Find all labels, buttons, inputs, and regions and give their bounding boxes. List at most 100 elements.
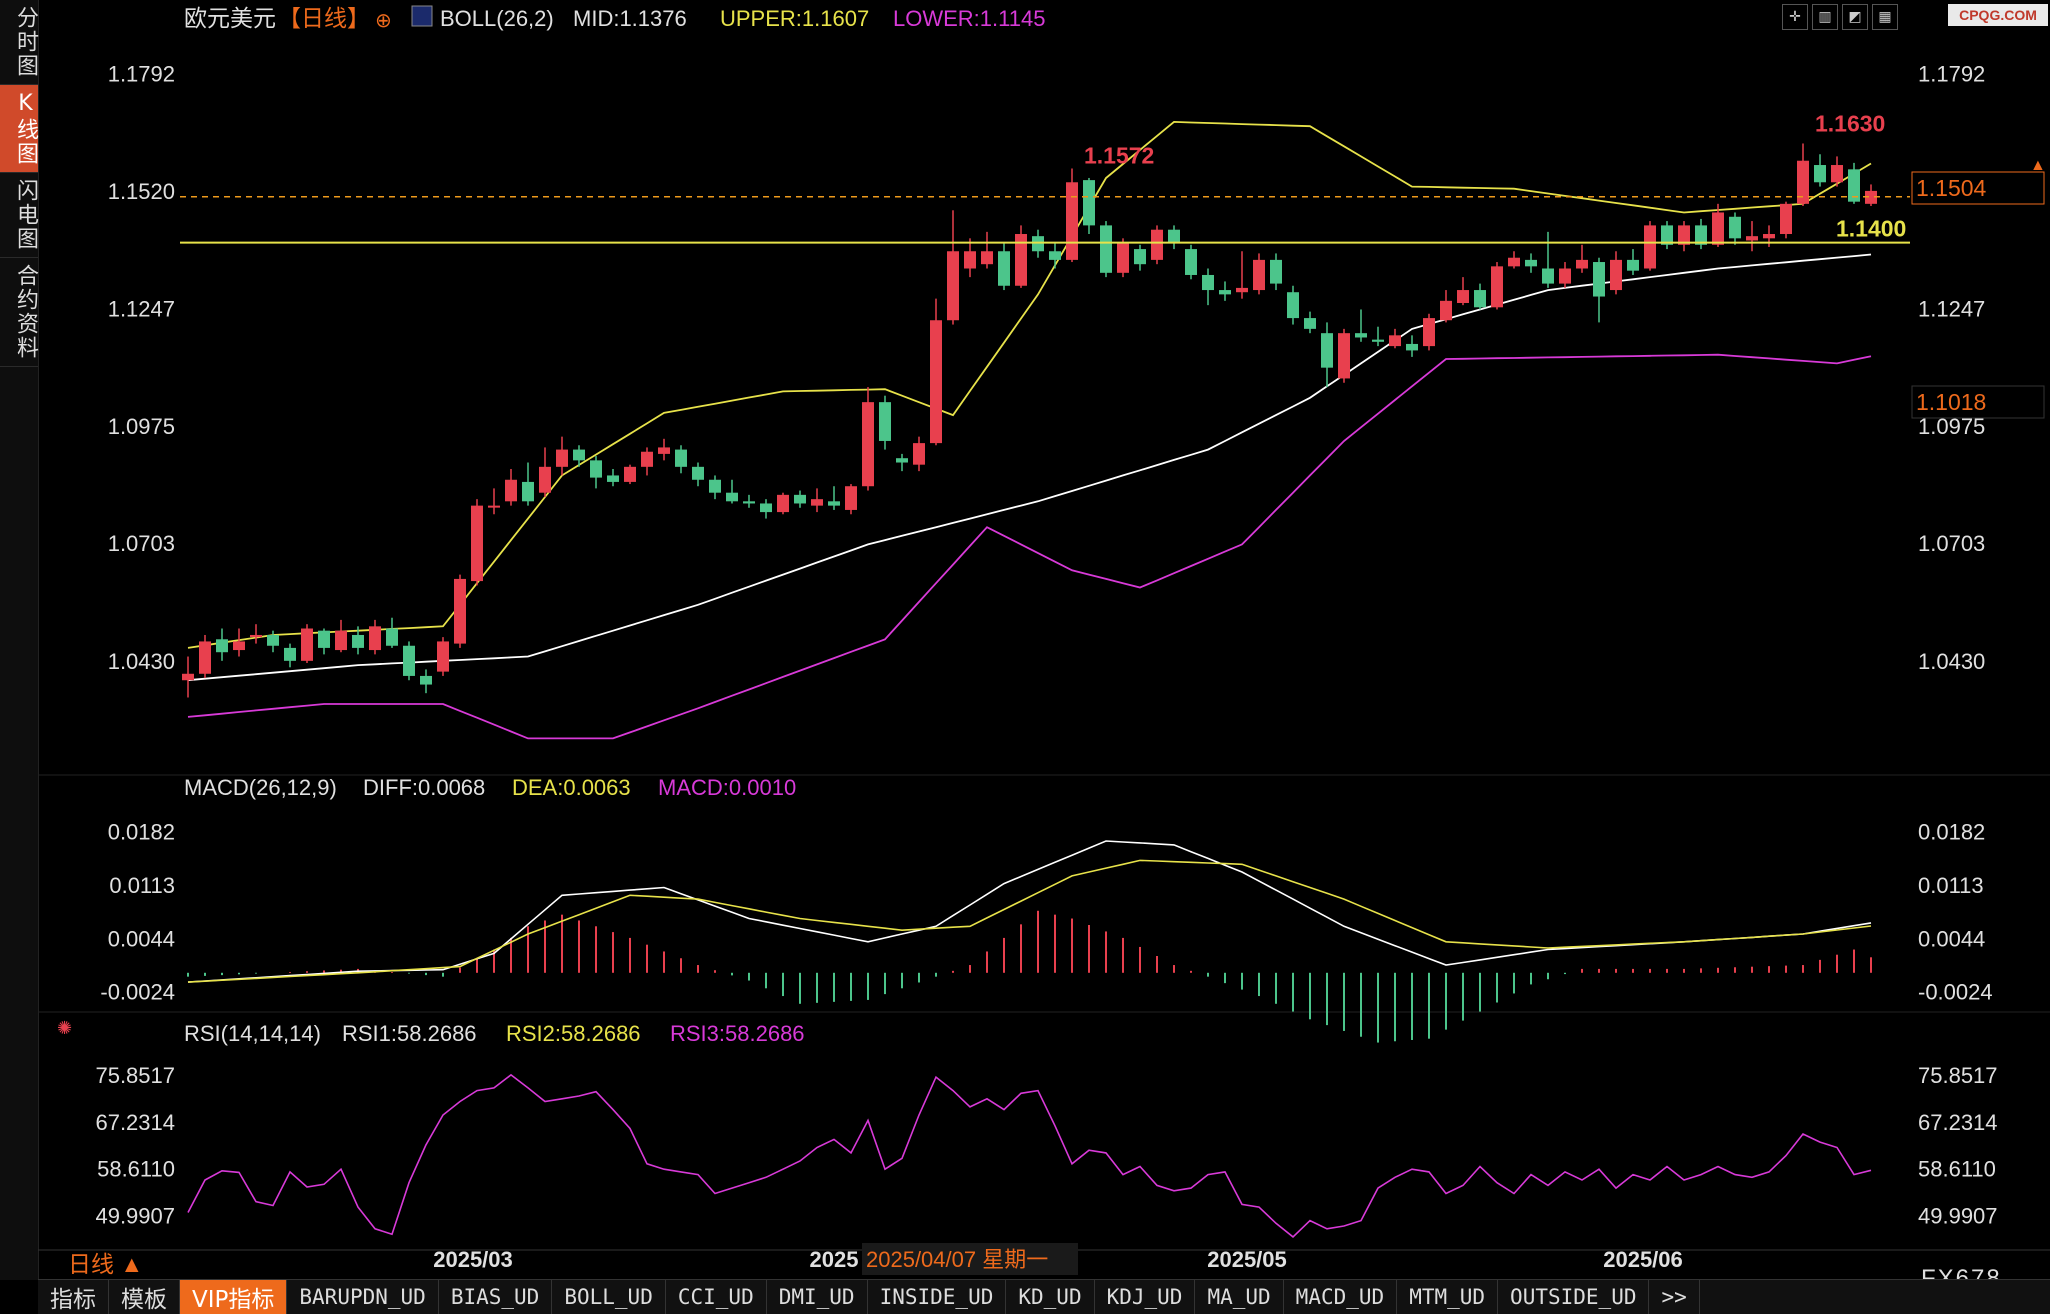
- candle-body: [1083, 180, 1095, 226]
- candle-body: [1253, 259, 1265, 291]
- chart-area[interactable]: 欧元美元 【日线】 ⊕ BOLL(26,2) MID:1.1376 UPPER:…: [0, 0, 2050, 1280]
- layout-icon[interactable]: ▦: [1872, 4, 1898, 30]
- candle-body: [1559, 268, 1571, 284]
- candle-body: [913, 443, 925, 465]
- candle-body: [1814, 165, 1826, 183]
- add-icon[interactable]: ⊕: [375, 10, 392, 32]
- left-tab-bar: 分时图 K线图 闪电图 合约资料: [0, 0, 39, 1280]
- candle-body: [1729, 216, 1741, 239]
- candle-body: [505, 479, 517, 502]
- tab-macd[interactable]: MACD_UD: [1284, 1280, 1398, 1314]
- candle-body: [1831, 165, 1843, 183]
- axis-tag-box: [1911, 385, 2045, 419]
- macd-tick-left-1: 0.0113: [109, 873, 175, 898]
- period-label: 【日线】: [278, 5, 370, 31]
- candle-body: [1355, 333, 1367, 338]
- rsi-tick-left-0: 75.8517: [95, 1063, 175, 1088]
- level-line-label: 1.1400: [1836, 216, 1906, 242]
- candle-body: [573, 449, 585, 461]
- price-tick-left-5: 1.0430: [108, 649, 175, 674]
- boll-mid-line: [187, 253, 1872, 682]
- candle-body: [1593, 262, 1605, 297]
- candle-body: [896, 458, 908, 463]
- x-label-april: 2025: [810, 1247, 859, 1272]
- candle-body: [1219, 290, 1231, 295]
- candle-body: [199, 641, 211, 674]
- boll-lower: LOWER:1.1145: [893, 6, 1045, 31]
- indicator-icon[interactable]: [411, 5, 433, 27]
- macd-tick-right-1: 0.0113: [1918, 873, 1984, 898]
- candle-icon[interactable]: ▥: [1812, 4, 1838, 30]
- crosshair-icon[interactable]: ✛: [1782, 4, 1808, 30]
- macd-tick-right-0: 0.0182: [1918, 820, 1985, 845]
- macd-tick-left-0: 0.0182: [108, 820, 175, 845]
- candle-body: [352, 634, 364, 648]
- high-marker-left: 1.1572: [1084, 142, 1154, 168]
- price-tick-left-4: 1.0703: [108, 531, 175, 556]
- x-label-may: 2025/05: [1207, 1247, 1287, 1272]
- tab-template[interactable]: 模板: [109, 1280, 180, 1314]
- candle-body: [760, 503, 772, 513]
- macd-dea: DEA:0.0063: [512, 775, 631, 800]
- tab-vip-indicator[interactable]: VIP指标: [180, 1280, 288, 1314]
- tab-bias[interactable]: BIAS_UD: [439, 1280, 553, 1314]
- candle-body: [1491, 266, 1503, 308]
- candle-body: [1508, 257, 1520, 267]
- candle-body: [1457, 290, 1469, 303]
- high-marker-right: 1.1630: [1815, 110, 1885, 136]
- tab-timeshare[interactable]: 分时图: [0, 0, 38, 85]
- tab-ma[interactable]: MA_UD: [1195, 1280, 1284, 1314]
- tab-indicator[interactable]: 指标: [38, 1280, 109, 1314]
- tab-kd[interactable]: KD_UD: [1006, 1280, 1095, 1314]
- tab-cci[interactable]: CCI_UD: [666, 1280, 767, 1314]
- draw-tool-icon[interactable]: ◩: [1842, 4, 1868, 30]
- candle-body: [1321, 333, 1333, 368]
- candle-body: [845, 486, 857, 510]
- macd-tick-right-3: -0.0024: [1918, 979, 1993, 1004]
- candle-body: [1151, 229, 1163, 260]
- candle-body: [1848, 169, 1860, 202]
- current-price-label: 1.1504: [1916, 175, 1987, 201]
- candle-body: [981, 251, 993, 265]
- candle-body: [998, 251, 1010, 286]
- candle-body: [641, 451, 653, 467]
- settings-sun-icon[interactable]: ✺: [57, 1018, 72, 1038]
- period-toggle[interactable]: 日线 ▲: [68, 1251, 143, 1277]
- candle-body: [1117, 242, 1129, 273]
- macd-diff: DIFF:0.0068: [363, 775, 485, 800]
- candle-body: [250, 634, 262, 638]
- candle-body: [1270, 259, 1282, 284]
- candle-body: [437, 641, 449, 672]
- tab-mtm[interactable]: MTM_UD: [1397, 1280, 1499, 1314]
- candle-body: [692, 466, 704, 480]
- tab-kdj[interactable]: KDJ_UD: [1095, 1280, 1196, 1314]
- current-price-box: [1911, 171, 2045, 205]
- candle-body: [1661, 225, 1673, 245]
- tab-more[interactable]: >>: [1649, 1280, 1700, 1314]
- axis-tag-label: 1.1018: [1916, 389, 1986, 415]
- candle-body: [1134, 249, 1146, 265]
- candle-body: [675, 449, 687, 467]
- tab-kline[interactable]: K线图: [0, 85, 38, 173]
- candle-body: [369, 626, 381, 651]
- price-tick-right-4: 1.0703: [1918, 531, 1985, 556]
- tab-boll[interactable]: BOLL_UD: [552, 1280, 666, 1314]
- boll-mid: MID:1.1376: [573, 6, 687, 31]
- macd-diff-line: [187, 840, 1872, 983]
- tab-barupdn[interactable]: BARUPDN_UD: [287, 1280, 439, 1314]
- tab-inside[interactable]: INSIDE_UD: [868, 1280, 1007, 1314]
- candle-body: [1032, 236, 1044, 252]
- boll-upper-line: [187, 120, 1872, 649]
- x-label-june: 2025/06: [1603, 1247, 1683, 1272]
- tab-flash-chart[interactable]: 闪电图: [0, 173, 38, 258]
- candle-body: [862, 402, 874, 487]
- candle-body: [454, 578, 466, 644]
- tab-outside[interactable]: OUTSIDE_UD: [1498, 1280, 1650, 1314]
- candle-body: [930, 320, 942, 444]
- rsi-tick-right-1: 67.2314: [1918, 1110, 1998, 1135]
- candle-body: [1763, 234, 1775, 239]
- tab-dmi[interactable]: DMI_UD: [767, 1280, 868, 1314]
- candle-body: [777, 494, 789, 513]
- tab-contract-info[interactable]: 合约资料: [0, 258, 38, 367]
- candle-body: [301, 628, 313, 661]
